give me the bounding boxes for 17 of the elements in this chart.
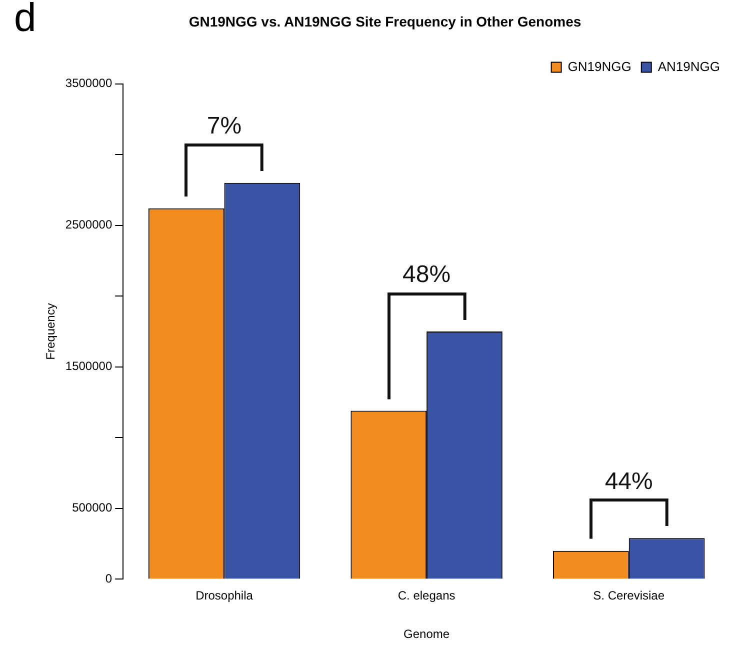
x-axis-title: Genome: [404, 627, 450, 642]
annotation: 7%: [206, 112, 242, 140]
y-tick-label: 3500000: [65, 76, 112, 90]
annotation: 44%: [604, 468, 653, 495]
x-tick-label: C. elegans: [398, 588, 456, 603]
legend-label: AN19NGG: [658, 58, 720, 74]
text: d: [14, 0, 36, 41]
x-tick-label: S. Cerevisiae: [593, 588, 665, 603]
legend-label: GN19NGG: [568, 58, 632, 74]
y-tick-label: 500000: [72, 500, 112, 515]
y-tick-label: 2500000: [65, 218, 112, 232]
annotation: 48%: [402, 261, 451, 288]
chart-title: GN19NGG vs. AN19NGG Site Frequency in Other Genomes: [188, 13, 582, 30]
y-tick-label: 1500000: [65, 359, 112, 374]
y-tick-label: 0: [105, 572, 112, 586]
x-tick-label: Drosophila: [196, 588, 254, 603]
y-axis-title: Frequency: [44, 303, 58, 360]
